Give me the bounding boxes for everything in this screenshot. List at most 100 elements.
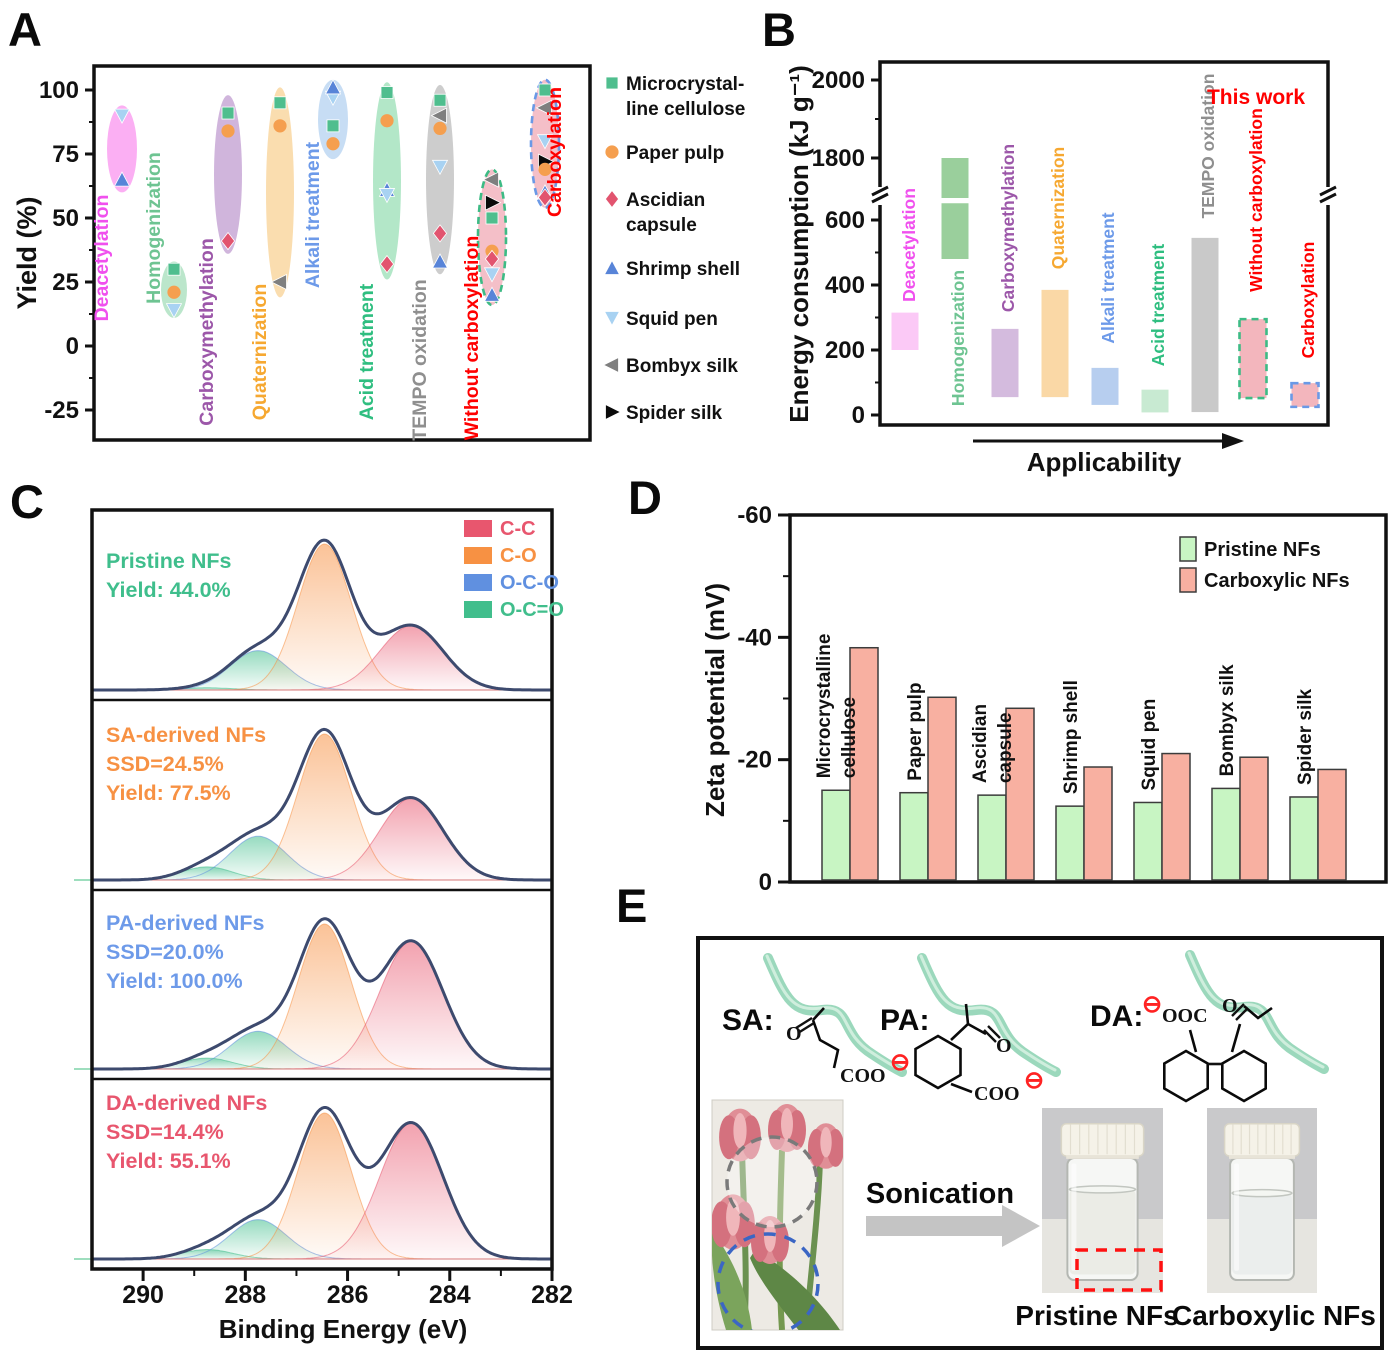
spectrum-label-sa-derived-nfs: Yield: 77.5% bbox=[106, 781, 231, 805]
bar-pristine-bombyx-silk bbox=[1211, 787, 1241, 881]
panel-d-category-spider-silk: Spider silk bbox=[1295, 688, 1316, 785]
legend-marker-squid-pen bbox=[603, 311, 621, 327]
panel-c-xtick: 290 bbox=[122, 1281, 164, 1309]
spectrum-label-pa-derived-nfs: SSD=20.0% bbox=[106, 940, 224, 964]
panel-c-xtick: 284 bbox=[429, 1281, 471, 1309]
panel-d-ylabel: Zeta potential (mV) bbox=[700, 583, 730, 817]
panel-d-ytick: -20 bbox=[737, 747, 772, 774]
category-label-quaternization: Quaternization bbox=[249, 284, 271, 421]
ellipse-carboxymethylation bbox=[214, 95, 242, 254]
category-label-deacetylation: Deacetylation bbox=[91, 195, 113, 322]
bar-pristine-microcrystalline-cellulose bbox=[821, 789, 851, 881]
marker-carboxymethylation-microcrystalline-cellulose bbox=[221, 106, 235, 120]
bar-label-alkali-treatment: Alkali treatment bbox=[1098, 212, 1118, 343]
legend-marker-paper-pulp bbox=[605, 145, 619, 159]
sa-structure-label: SA: bbox=[722, 1004, 774, 1037]
marker-without-carboxylation-spider-silk bbox=[485, 194, 502, 211]
bar-pristine-shrimp-shell bbox=[1055, 805, 1085, 881]
da-charge-icon: ⊖ bbox=[1142, 991, 1162, 1018]
panel-c-xtick: 286 bbox=[327, 1281, 369, 1309]
bar-quaternization bbox=[1041, 289, 1069, 398]
marker-acid-treatment-paper-pulp bbox=[380, 114, 394, 128]
pa-carbonyl-o: O bbox=[996, 1035, 1012, 1057]
pa-structure-label: PA: bbox=[880, 1004, 930, 1037]
panel-a-ytick: -25 bbox=[44, 397, 79, 424]
panel-a-ytick: 25 bbox=[52, 269, 79, 296]
panel-d-category-ascidian-capsule: capsule bbox=[995, 712, 1016, 783]
panel-b-ylabel: Energy consumption (kJ g⁻¹) bbox=[784, 65, 814, 423]
bar-pristine-squid-pen bbox=[1133, 801, 1163, 881]
marker-tempo-oxidation-bombyx-silk bbox=[430, 107, 447, 124]
marker-without-carboxylation-squid-pen bbox=[483, 267, 501, 283]
da-structure-label: DA: bbox=[1090, 1000, 1144, 1033]
panel-d-ytick: 0 bbox=[759, 869, 772, 896]
bar-carboxylic-bombyx-silk bbox=[1239, 756, 1269, 881]
legend-label-ascidian-capsule: capsule bbox=[626, 215, 697, 236]
panel-b-label: B bbox=[762, 3, 796, 56]
spectrum-label-da-derived-nfs: DA-derived NFs bbox=[106, 1091, 267, 1115]
pa-nanofiber bbox=[917, 953, 1061, 1077]
panel-a-ytick: 50 bbox=[52, 205, 79, 232]
bar-label-acid-treatment: Acid treatment bbox=[1148, 244, 1168, 367]
legend-label-bombyx-silk: Bombyx silk bbox=[626, 356, 738, 377]
category-label-homogenization: Homogenization bbox=[143, 152, 165, 304]
envelope-sa-derived-nfs bbox=[92, 727, 552, 882]
panel-a-label: A bbox=[8, 3, 42, 56]
marker-tempo-oxidation-squid-pen bbox=[431, 159, 449, 176]
panel-d-category-paper-pulp: Paper pulp bbox=[905, 683, 926, 781]
bar-label-quaternization: Quaternization bbox=[1048, 147, 1068, 270]
legend-label-paper-pulp: Paper pulp bbox=[626, 143, 724, 164]
marker-without-carboxylation-microcrystalline-cellulose bbox=[485, 211, 499, 225]
panel-d-category-bombyx-silk: Bombyx silk bbox=[1217, 664, 1238, 776]
panel-d-label: D bbox=[628, 471, 662, 524]
bar-label-homogenization: Homogenization bbox=[948, 270, 968, 406]
spectrum-label-pa-derived-nfs: Yield: 100.0% bbox=[106, 969, 243, 993]
marker-tempo-oxidation-ascidian-capsule bbox=[432, 224, 448, 243]
panel-c-plot: Pristine NFs Yield: 44.0% SA-derived NFs SS… bbox=[74, 508, 573, 1344]
panel-b-ytick: 1800 bbox=[812, 145, 865, 172]
marker-quaternization-bombyx-silk bbox=[270, 273, 287, 291]
marker-acid-treatment-ascidian-capsule bbox=[379, 254, 395, 274]
panel-d-plot: 0 -20 -40 -60 Zeta potential (mV) Microcrysta… bbox=[700, 502, 1388, 896]
marker-deacetylation-shrimp-shell bbox=[113, 171, 131, 187]
legend-label-c-o: C-O bbox=[500, 545, 537, 567]
spectrum-label-sa-derived-nfs: SA-derived NFs bbox=[106, 723, 266, 747]
category-label-tempo-oxidation: TEMPO oxidation bbox=[409, 279, 431, 440]
panel-b-ytick: 2000 bbox=[812, 67, 865, 94]
marker-tempo-oxidation-shrimp-shell bbox=[431, 253, 449, 269]
panel-b-ytick: 200 bbox=[825, 337, 865, 364]
panel-b-ytick: 0 bbox=[852, 402, 865, 429]
bar-carboxymethylation bbox=[991, 328, 1019, 398]
category-label-without-carboxylation: Without carboxylation bbox=[461, 236, 483, 441]
panel-d-category-shrimp-shell: Shrimp shell bbox=[1061, 680, 1082, 794]
bar-acid-treatment bbox=[1141, 389, 1169, 413]
bar-carboxylic-shrimp-shell bbox=[1083, 766, 1113, 881]
tulip-illustration bbox=[712, 1104, 843, 1330]
carboxylic-vial-label: Carboxylic NFs bbox=[1172, 1300, 1376, 1331]
da-ooc: OOC bbox=[1162, 1005, 1208, 1027]
bar-carboxylic-squid-pen bbox=[1161, 752, 1191, 881]
ellipse-deacetylation bbox=[107, 105, 137, 193]
panel-a-ytick: 0 bbox=[66, 333, 79, 360]
applicability-label: Applicability bbox=[1027, 447, 1182, 477]
panel-a-frame bbox=[92, 64, 592, 442]
bar-label-carboxymethylation: Carboxymethylation bbox=[998, 144, 1018, 312]
bar-carboxylation bbox=[1290, 381, 1320, 409]
panel-b-ytick: 600 bbox=[825, 207, 865, 234]
bar-carboxylic-ascidian-capsule bbox=[1005, 707, 1035, 881]
legend-swatch-carboxylic-nfs bbox=[1179, 567, 1197, 593]
marker-quaternization-paper-pulp bbox=[273, 119, 287, 133]
envelope-pa-derived-nfs bbox=[92, 917, 552, 1071]
da-nanofiber bbox=[1185, 950, 1329, 1074]
panel-a-ytick: 100 bbox=[39, 77, 79, 104]
category-label-acid-treatment: Acid treatment bbox=[356, 283, 378, 420]
marker-carboxylation-ascidian-capsule bbox=[537, 188, 553, 207]
bar-pristine-spider-silk bbox=[1289, 796, 1319, 881]
marker-homogenization-paper-pulp bbox=[167, 285, 181, 299]
marker-acid-treatment-squid-pen bbox=[378, 188, 396, 204]
bar-pristine-paper-pulp bbox=[899, 791, 929, 881]
blue-dashed-circle bbox=[716, 1232, 820, 1330]
legend-label-c-c: C-C bbox=[500, 518, 536, 540]
